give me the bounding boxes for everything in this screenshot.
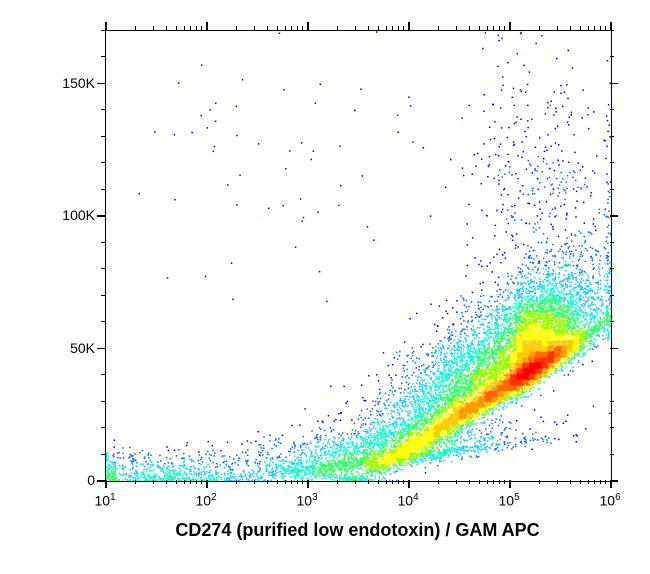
x-tick-label: 101	[94, 492, 115, 509]
flow-cytometry-chart: Side Scatter CD274 (purified low endotox…	[0, 0, 650, 574]
y-tick-label: 0	[55, 472, 95, 488]
x-tick-label: 102	[195, 492, 216, 509]
x-tick-label: 104	[397, 492, 418, 509]
x-axis-label: CD274 (purified low endotoxin) / GAM APC	[175, 520, 539, 541]
y-tick-label: 150K	[55, 75, 95, 91]
x-tick-label: 106	[599, 492, 620, 509]
y-tick-label: 50K	[55, 340, 95, 356]
density-scatter-canvas	[106, 31, 611, 481]
x-tick-label: 103	[296, 492, 317, 509]
y-tick-label: 100K	[55, 207, 95, 223]
plot-area	[105, 30, 612, 482]
x-tick-label: 105	[498, 492, 519, 509]
